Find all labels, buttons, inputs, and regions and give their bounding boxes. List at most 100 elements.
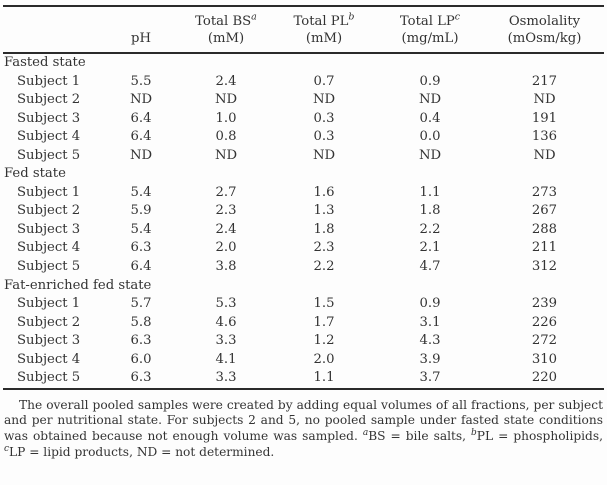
row-label: Subject 5: [17, 370, 81, 386]
column-title-superscript-icon: c: [454, 11, 461, 23]
cell-value: 0.4: [419, 110, 441, 126]
cell-value: 2.0: [215, 240, 237, 256]
cell-value: 2.1: [419, 240, 441, 256]
row-label: Subject 2: [17, 92, 81, 108]
cell-value: 3.7: [419, 370, 441, 386]
row-label: Subject 5: [17, 259, 81, 275]
column-title-line: Total BSa: [179, 11, 273, 31]
cell-value: 211: [531, 240, 558, 256]
cell-value: 1.1: [419, 184, 441, 200]
section-row: Fat-enriched fed state: [3, 277, 604, 296]
footnote-superscript: c: [4, 443, 10, 454]
section-label: Fed state: [4, 166, 66, 182]
cell-value: 310: [531, 351, 558, 367]
table-row: Subject 1 5.5 2.4 0.7 0.9 217: [3, 73, 604, 92]
cell-value: 6.0: [130, 351, 152, 367]
cell-value: ND: [129, 147, 153, 163]
column-unit: (mM): [305, 30, 343, 46]
cell-value: 6.3: [130, 240, 152, 256]
cell-value: 220: [531, 370, 558, 386]
cell-value: 5.7: [130, 296, 152, 312]
cell-value: 5.3: [215, 296, 237, 312]
column-title-line: Total PLb: [273, 11, 375, 31]
cell-value: 312: [531, 259, 558, 275]
table-row: Subject 1 5.7 5.3 1.5 0.9 239: [3, 295, 604, 314]
row-label: Subject 3: [17, 333, 81, 349]
table-row: Subject 5 6.3 3.3 1.1 3.7 220: [3, 369, 604, 389]
column-header-osmolality: Osmolality (mOsm/kg): [485, 6, 604, 53]
table-row: Subject 3 5.4 2.4 1.8 2.2 288: [3, 221, 604, 240]
footnote-superscript: b: [471, 427, 477, 438]
column-header-total-lp: Total LPc (mg/mL): [375, 6, 485, 53]
cell-value: 3.1: [419, 314, 441, 330]
footnote-text: The overall pooled samples were created …: [4, 397, 603, 444]
footnote-text: PL = phospholipids,: [476, 429, 603, 444]
cell-value: 3.8: [215, 259, 237, 275]
cell-value: 4.3: [419, 333, 441, 349]
cell-value: 5.8: [130, 314, 152, 330]
column-header-total-bs: Total BSa (mM): [179, 6, 273, 53]
cell-value: 3.3: [215, 333, 237, 349]
cell-value: 0.7: [313, 73, 335, 89]
cell-value: 1.0: [215, 110, 237, 126]
cell-value: 5.5: [130, 73, 152, 89]
cell-value: 1.3: [313, 203, 335, 219]
cell-value: ND: [418, 147, 442, 163]
row-label: Subject 4: [17, 240, 81, 256]
table-row: Subject 4 6.0 4.1 2.0 3.9 310: [3, 351, 604, 370]
column-unit: (mg/mL): [401, 30, 459, 46]
row-label: Subject 5: [17, 147, 81, 163]
cell-value: ND: [533, 92, 556, 108]
header-row: pH Total BSa (mM) Total PLb (mM) Total LPc (mg…: [3, 6, 604, 53]
cell-value: 1.2: [313, 333, 335, 349]
cell-value: 0.9: [419, 296, 441, 312]
table-row: Subject 1 5.4 2.7 1.6 1.1 273: [3, 184, 604, 203]
cell-value: 3.9: [419, 351, 441, 367]
cell-value: 6.4: [130, 129, 152, 145]
row-label: Subject 3: [17, 110, 81, 126]
cell-value: 4.1: [215, 351, 237, 367]
table-row: Subject 2 ND ND ND ND ND: [3, 91, 604, 110]
row-label: Subject 1: [17, 184, 81, 200]
column-header-total-pl: Total PLb (mM): [273, 6, 375, 53]
cell-value: 273: [531, 184, 558, 200]
table-header: pH Total BSa (mM) Total PLb (mM) Total LPc (mg…: [3, 6, 604, 53]
cell-value: 5.9: [130, 203, 152, 219]
cell-value: 267: [531, 203, 558, 219]
cell-value: 1.6: [313, 184, 335, 200]
table-row: Subject 3 6.3 3.3 1.2 4.3 272: [3, 332, 604, 351]
column-title: pH: [131, 30, 151, 46]
cell-value: ND: [129, 92, 153, 108]
table-row: Subject 5 6.4 3.8 2.2 4.7 312: [3, 258, 604, 277]
cell-value: 0.8: [215, 129, 237, 145]
cell-value: 3.3: [215, 370, 237, 386]
row-label: Subject 3: [17, 221, 81, 237]
table-row: Subject 4 6.4 0.8 0.3 0.0 136: [3, 128, 604, 147]
table-body: Fasted state Subject 1 5.5 2.4 0.7 0.9 217 Subj…: [3, 53, 604, 389]
cell-value: 1.8: [313, 221, 335, 237]
cell-value: 6.3: [130, 333, 152, 349]
cell-value: 2.2: [419, 221, 441, 237]
cell-value: 239: [531, 296, 558, 312]
cell-value: ND: [533, 147, 556, 163]
cell-value: 5.4: [130, 184, 152, 200]
section-label: Fat-enriched fed state: [4, 277, 152, 293]
pooled-samples-table: pH Total BSa (mM) Total PLb (mM) Total LPc (mg…: [3, 5, 604, 390]
table-row: Subject 2 5.8 4.6 1.7 3.1 226: [3, 314, 604, 333]
cell-value: 191: [531, 110, 558, 126]
cell-value: 4.6: [215, 314, 237, 330]
table-row: Subject 5 ND ND ND ND ND: [3, 147, 604, 166]
column-unit: (mOsm/kg): [507, 30, 582, 46]
cell-value: ND: [214, 92, 238, 108]
cell-value: 226: [531, 314, 558, 330]
section-label: Fasted state: [4, 55, 86, 70]
column-title-superscript-icon: a: [251, 11, 257, 23]
cell-value: ND: [418, 92, 442, 108]
column-header-ph: pH: [103, 6, 179, 53]
cell-value: 272: [531, 333, 558, 349]
cell-value: 5.4: [130, 221, 152, 237]
column-title-superscript-icon: b: [348, 11, 355, 23]
cell-value: 2.7: [215, 184, 237, 200]
row-label: Subject 1: [17, 296, 81, 312]
section-row: Fasted state: [3, 53, 604, 73]
